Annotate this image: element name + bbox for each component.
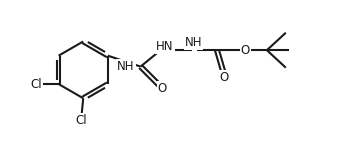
Text: HN: HN (156, 40, 174, 53)
Text: NH: NH (185, 36, 202, 49)
Text: O: O (241, 44, 250, 57)
Text: NH: NH (117, 60, 135, 73)
Text: Cl: Cl (76, 114, 87, 127)
Text: Cl: Cl (30, 78, 42, 91)
Text: O: O (220, 71, 229, 84)
Text: O: O (158, 82, 167, 95)
